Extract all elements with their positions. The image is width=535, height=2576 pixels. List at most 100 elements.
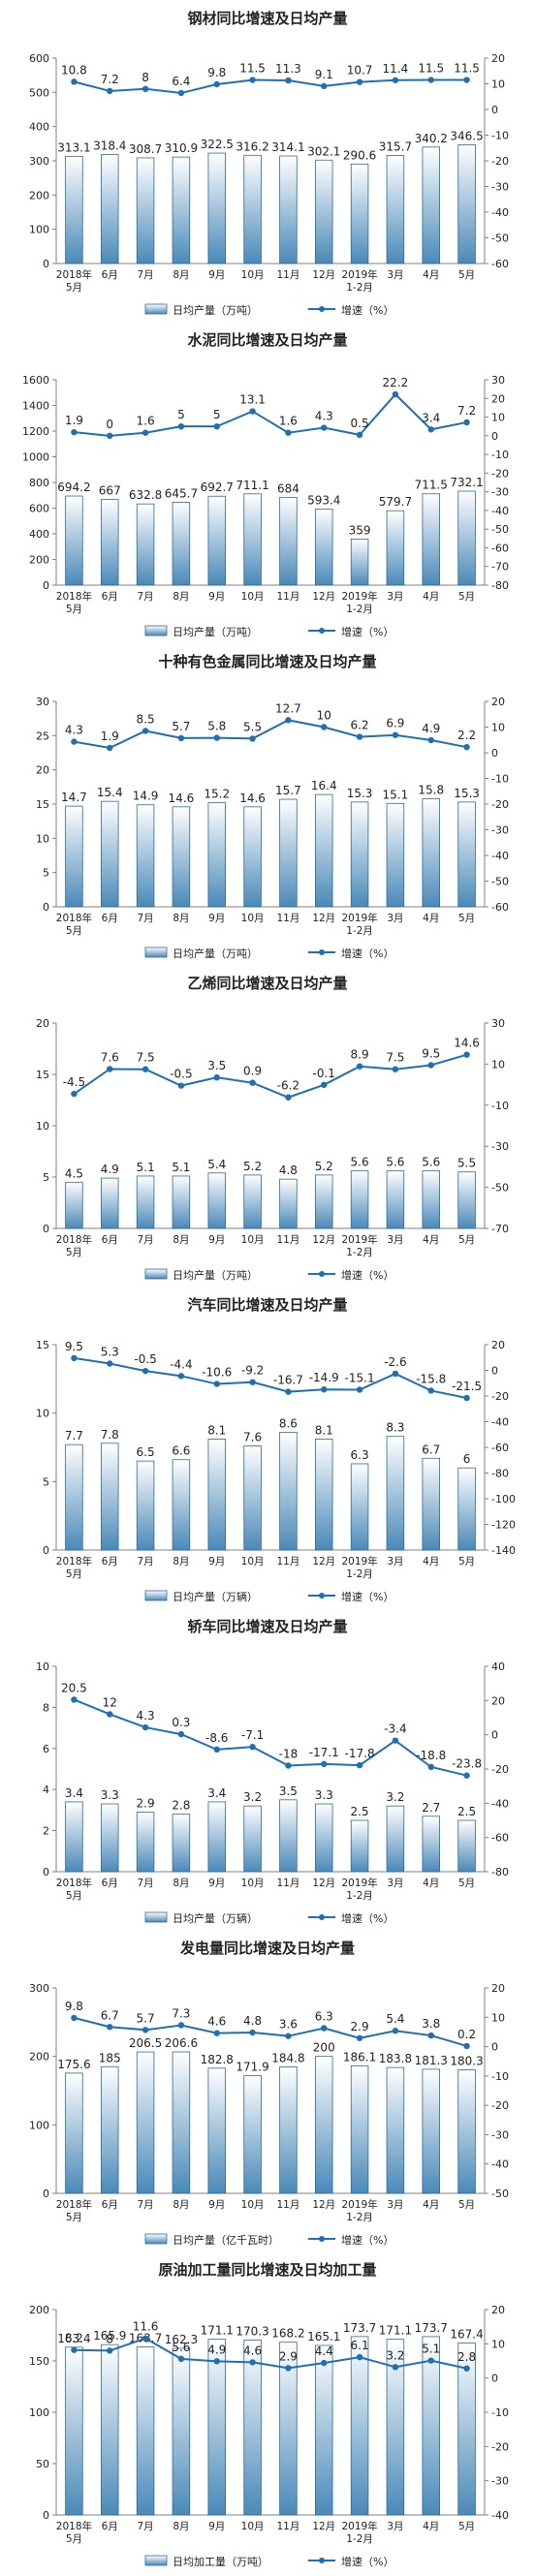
y-tick-label-right: -50 (491, 233, 509, 245)
y-tick-label-right: 20 (491, 1982, 505, 1995)
bar (65, 1181, 83, 1229)
line-value-label: 6.9 (386, 717, 404, 730)
line-point (285, 2365, 292, 2372)
line-value-label: -10.6 (202, 1366, 232, 1380)
combo-chart: 乙烯同比增速及日均产量 0 5 10 15 20 -70 -50 -30 -10 10 30 4.5 4.… (36, 975, 509, 1282)
bar-value-label: 711.1 (236, 479, 268, 492)
legend-bar-swatch (144, 1590, 168, 1601)
chart-title: 水泥同比增速及日均产量 (187, 331, 347, 349)
x-tick-label: 12月 (312, 1556, 335, 1567)
line-point (71, 1354, 78, 1362)
bar-value-label: 14.9 (133, 790, 159, 803)
x-tick-label: 11月 (276, 1234, 299, 1246)
bar (136, 804, 155, 908)
x-tick-label: 6月 (102, 269, 118, 281)
x-tick-label: 3月 (387, 2521, 403, 2532)
bar-value-label: 313.1 (57, 140, 90, 154)
x-tick-label: 11月 (276, 591, 299, 603)
y-tick-label-right: -60 (491, 901, 509, 914)
x-tick-label: 9月 (208, 591, 225, 603)
x-tick-label: 2019年 1-2月 (341, 912, 377, 937)
x-tick-label: 2018年 5月 (56, 1233, 92, 1258)
legend-bar-swatch (144, 1911, 168, 1923)
x-tick-label: 12月 (312, 2199, 335, 2211)
bar (207, 2067, 226, 2194)
bar-value-label: 632.8 (129, 488, 162, 502)
growth-line (74, 1698, 467, 1777)
growth-line (74, 2016, 467, 2047)
line-point (213, 1381, 220, 1387)
x-tick-label: 12月 (312, 1234, 335, 1246)
x-tick-label: 2018年 5月 (56, 2198, 92, 2223)
y-tick-label-right: 0 (491, 104, 498, 116)
x-tick-label: 6月 (102, 591, 118, 603)
line-value-label: -2.6 (384, 1355, 406, 1369)
y-tick-label-right: -60 (491, 258, 509, 270)
line-point (249, 77, 256, 83)
y-tick-label-left: 0 (43, 258, 49, 270)
legend-bar-swatch (144, 1268, 168, 1280)
bar-value-label: 2.7 (422, 1801, 440, 1815)
bar-value-label: 692.7 (201, 481, 234, 494)
y-tick-label-right: -20 (491, 2440, 509, 2453)
bar-value-label: 16.4 (311, 779, 337, 792)
x-tick-label: 9月 (208, 1234, 225, 1246)
x-tick-label: 7月 (137, 1234, 153, 1246)
y-tick-label-right: -20 (491, 155, 509, 168)
line-point (71, 2014, 78, 2022)
bar (350, 1463, 369, 1551)
line-point (321, 1386, 328, 1393)
x-tick-label: 4月 (423, 913, 439, 924)
bar (65, 155, 83, 264)
legend-line-label: 增速（%） (341, 1590, 393, 1603)
bar-value-label: 175.6 (57, 2058, 90, 2071)
x-tick-label: 6月 (102, 2521, 118, 2532)
line-value-label: 12 (103, 1695, 117, 1709)
bar (279, 496, 298, 586)
y-tick-label-left: 600 (29, 503, 49, 515)
line-value-label: 14.6 (454, 1037, 480, 1050)
y-tick-label-left: 10 (36, 1408, 49, 1420)
y-tick-label-right: -40 (491, 1416, 509, 1429)
y-tick-label-right: 10 (491, 2011, 505, 2024)
x-tick-label: 4月 (423, 2521, 439, 2532)
line-value-label: -0.5 (134, 1352, 156, 1366)
line-value-label: 7.2 (457, 404, 476, 418)
x-tick-label: 3月 (387, 591, 403, 603)
bar-value-label: 168.2 (271, 2327, 304, 2341)
bar (386, 2066, 405, 2194)
bar-value-label: 667 (99, 484, 121, 498)
legend-line-label: 增速（%） (341, 303, 393, 317)
bar (243, 154, 262, 264)
line-point (321, 2025, 328, 2032)
line-point (356, 1386, 363, 1393)
line-point (392, 731, 399, 738)
x-tick-label: 8月 (173, 1234, 189, 1246)
y-tick-label-left: 10 (36, 1120, 49, 1133)
x-tick-label: 2018年 5月 (56, 1877, 92, 1902)
line-point (177, 734, 185, 742)
line-value-label: 2.8 (457, 2350, 476, 2364)
y-tick-label-right: -20 (491, 1763, 509, 1776)
bar (243, 2075, 262, 2194)
x-tick-label: 3月 (387, 913, 403, 924)
line-point (213, 422, 220, 430)
bar (279, 1178, 298, 1229)
x-tick-label: 7月 (137, 2199, 153, 2211)
bar-value-label: 3.3 (315, 1788, 333, 1802)
line-value-label: 8 (106, 2332, 113, 2345)
bar (101, 2343, 119, 2516)
line-value-label: -0.5 (170, 1068, 192, 1081)
x-tick-label: 8月 (173, 2521, 189, 2532)
chart-panel: 乙烯同比增速及日均产量 0 5 10 15 20 -70 -50 -30 -10 10 30 4.5 4.… (0, 965, 535, 1287)
line-value-label: -4.4 (170, 1357, 192, 1371)
bar-value-label: 340.2 (415, 132, 448, 145)
y-tick-label-right: 10 (491, 1058, 505, 1071)
line-point (285, 717, 292, 724)
line-value-label: 3.4 (422, 411, 440, 424)
chart-panel: 钢材同比增速及日均产量 0 100 200 300 400 500 600 -60 -50 -40-… (0, 0, 535, 322)
y-tick-label-right: -50 (491, 523, 509, 536)
line-value-label: 4.8 (243, 2014, 262, 2028)
bar-value-label: 14.6 (239, 791, 266, 805)
bar-value-label: 694.2 (57, 481, 90, 494)
